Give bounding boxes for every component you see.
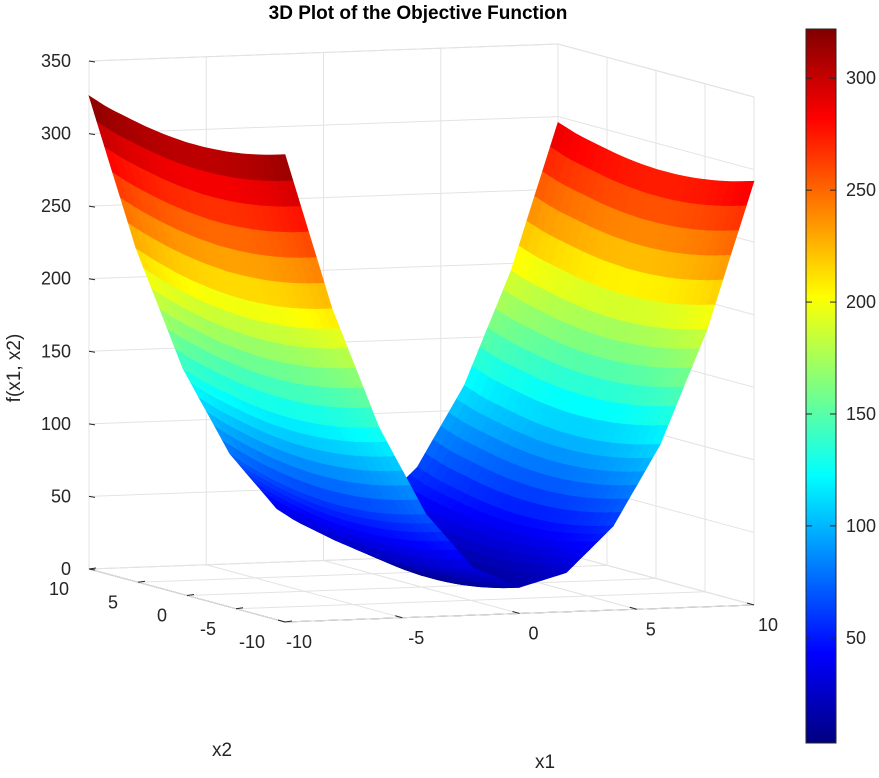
x-axis-ticks: -10 -5 0 5 10: [277, 602, 778, 652]
z-tick-mark: [88, 350, 96, 353]
x-tick-mark: [629, 606, 637, 610]
x-axis-label: x1: [535, 752, 555, 773]
z-tick-label: 100: [41, 414, 71, 434]
z-tick-label: 50: [51, 486, 71, 506]
colorbar-bar: [805, 28, 837, 744]
grid-line: [186, 578, 657, 596]
grid-line: [235, 591, 706, 610]
z-tick-mark: [88, 423, 96, 426]
z-tick-label: 300: [41, 124, 71, 144]
y-tick-label: -5: [200, 619, 216, 639]
x-tick-label: 0: [528, 624, 538, 644]
y-tick-mark: [284, 620, 293, 623]
x-tick-mark: [746, 602, 755, 606]
grid-line: [88, 43, 559, 62]
colorbar-tick-label: 250: [846, 180, 876, 200]
colorbar-tick-label: 150: [846, 404, 876, 424]
z-tick-label: 200: [41, 269, 71, 289]
z-tick-mark: [88, 60, 96, 63]
grid-line: [557, 551, 755, 606]
grid-line: [557, 43, 755, 98]
z-tick-label: 150: [41, 341, 71, 361]
y-tick-mark: [186, 594, 195, 596]
y-tick-label: 5: [108, 592, 118, 612]
z-axis-ticks: 0 50 100 150 200 250 300 350: [41, 51, 96, 579]
colorbar-tick-label: 300: [846, 68, 876, 88]
z-tick-label: 350: [41, 51, 71, 71]
z-tick-mark: [88, 278, 96, 281]
colorbar-tick-label: 100: [846, 516, 876, 536]
grid-line: [88, 116, 559, 135]
chart-title: 3D Plot of the Objective Function: [269, 3, 568, 24]
colorbar-tick-label: 50: [846, 628, 866, 648]
surface-patch: [276, 154, 294, 181]
x-tick-mark: [512, 611, 520, 614]
y-tick-label: 10: [49, 579, 69, 599]
x-tick-label: -10: [286, 632, 312, 652]
y-tick-label: 0: [157, 606, 167, 626]
z-tick-mark: [88, 495, 96, 498]
z-tick-label: 0: [61, 559, 71, 579]
grid-line: [557, 116, 755, 171]
y-tick-label: -10: [239, 632, 265, 652]
z-tick-mark: [88, 133, 96, 136]
y-tick-mark: [88, 567, 97, 570]
z-axis-label: f(x1, x2): [4, 334, 25, 403]
colorbar-ticks: 50 100 150 200 250 300: [806, 68, 876, 648]
colorbar-tick-label: 200: [846, 292, 876, 312]
x-tick-label: 10: [758, 615, 778, 635]
x-tick-mark: [395, 615, 403, 619]
z-tick-label: 250: [41, 196, 71, 216]
x-tick-mark: [277, 619, 286, 623]
surface-plot: [88, 95, 755, 589]
y-axis-label: x2: [212, 740, 232, 761]
x-tick-label: 5: [646, 619, 656, 639]
z-tick-mark: [88, 205, 96, 208]
colorbar: 50 100 150 200 250 300: [805, 28, 876, 744]
y-tick-mark: [137, 580, 146, 583]
y-tick-mark: [235, 607, 244, 610]
y-axis-ticks: -10 -5 0 5 10: [49, 567, 293, 652]
x-tick-label: -5: [408, 628, 424, 648]
